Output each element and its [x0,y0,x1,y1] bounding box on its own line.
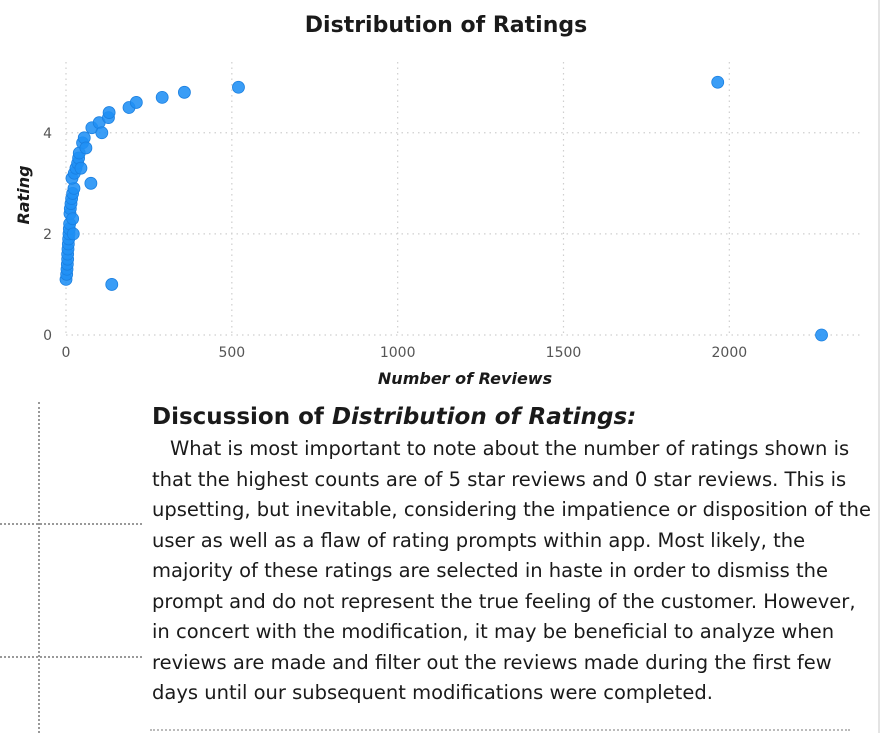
data-point [155,90,169,104]
discussion-heading-emphasis: Distribution of Ratings: [331,404,637,430]
discussion-section: Discussion of Distribution of Ratings: W… [152,404,872,709]
data-point [84,176,98,190]
data-point [815,328,828,342]
scatter-chart: Distribution of Ratings 0 500 1000 1500 2000… [14,13,862,388]
data-point [178,85,191,99]
discussion-heading-prefix: Discussion of [152,404,332,430]
chart-title: Distribution of Ratings [305,13,587,38]
gridlines [65,62,862,336]
data-point [711,75,725,89]
data-point [129,96,143,109]
x-axis-label: Number of Reviews [378,369,552,388]
data-point [74,161,88,175]
x-tick-label: 0 [62,345,71,361]
discussion-heading: Discussion of Distribution of Ratings: [152,404,872,430]
y-axis-label: Rating [14,165,33,224]
data-point [66,212,80,226]
data-point [232,80,245,94]
y-tick-label: 4 [43,126,52,142]
x-tick-label: 500 [218,345,245,361]
layout-guide-bottom [150,729,850,731]
y-tick-label: 0 [43,328,52,344]
data-point [105,278,119,291]
x-tick-label: 1000 [380,345,416,361]
visual-border [878,0,880,733]
data-point [66,227,80,241]
x-tick-label: 1500 [546,345,582,361]
data-point [102,106,116,119]
tick-labels: 0 500 1000 1500 2000 0 2 4 [43,126,747,361]
y-tick-label: 2 [43,227,52,243]
layout-guide-horizontal [0,523,142,525]
data-point [79,141,93,155]
discussion-body: What is most important to note about the… [152,437,871,704]
layout-guide-horizontal [0,656,142,658]
x-tick-label: 2000 [712,345,748,361]
data-point [95,126,109,140]
layout-guide-vertical [38,402,40,733]
data-points [59,75,828,342]
